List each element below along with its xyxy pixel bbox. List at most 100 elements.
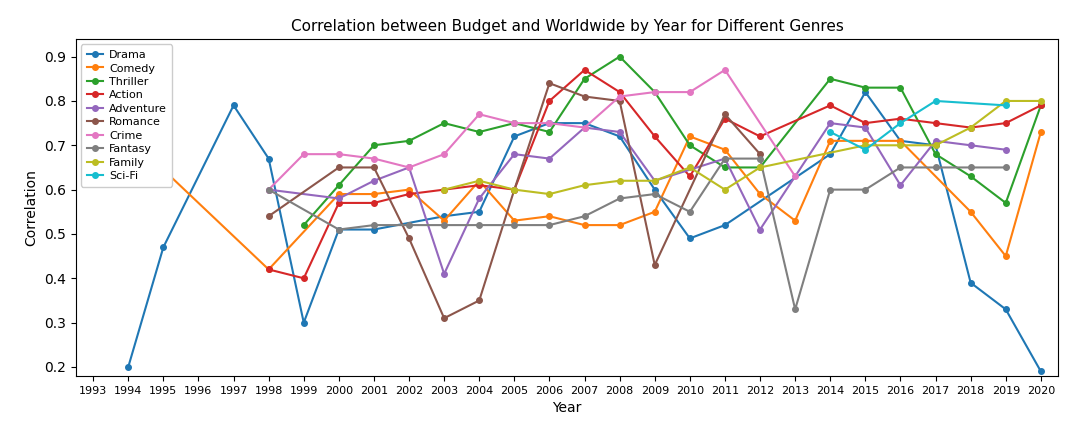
Comedy [262, 267, 275, 272]
X-axis label: Year: Year [552, 401, 582, 415]
Drama [473, 209, 486, 214]
Comedy [754, 191, 767, 197]
Romance [333, 165, 346, 170]
Family [437, 187, 450, 192]
Adventure [999, 147, 1012, 152]
Adventure [824, 121, 837, 126]
Comedy [122, 134, 135, 139]
Crime [684, 89, 697, 95]
Drama [297, 320, 310, 325]
Comedy [718, 147, 731, 152]
Family [684, 165, 697, 170]
Drama [613, 134, 626, 139]
Fantasy [718, 156, 731, 161]
Thriller [754, 165, 767, 170]
Sci-Fi [929, 98, 942, 104]
Action [648, 134, 661, 139]
Romance [473, 298, 486, 303]
Thriller [508, 121, 521, 126]
Fantasy [754, 156, 767, 161]
Comedy [788, 218, 801, 223]
Action [964, 125, 977, 130]
Romance [543, 81, 556, 86]
Fantasy [578, 214, 591, 219]
Drama [894, 138, 907, 143]
Comedy [894, 138, 907, 143]
Fantasy [367, 222, 380, 228]
Comedy [648, 209, 661, 214]
Sci-Fi [894, 121, 907, 126]
Drama [578, 121, 591, 126]
Drama [1035, 369, 1048, 374]
Comedy [964, 209, 977, 214]
Crime [473, 111, 486, 117]
Fantasy [437, 222, 450, 228]
Action [508, 187, 521, 192]
Action [1035, 103, 1048, 108]
Drama [964, 280, 977, 285]
Crime [578, 125, 591, 130]
Drama [508, 134, 521, 139]
Family [754, 165, 767, 170]
Family [578, 183, 591, 188]
Line: Thriller: Thriller [301, 54, 1043, 228]
Line: Romance: Romance [266, 80, 762, 321]
Romance [367, 165, 380, 170]
Adventure [894, 183, 907, 188]
Action [929, 121, 942, 126]
Thriller [894, 85, 907, 90]
Family [648, 178, 661, 183]
Drama [999, 307, 1012, 312]
Action [403, 191, 416, 197]
Fantasy [543, 222, 556, 228]
Adventure [437, 271, 450, 276]
Action [333, 200, 346, 206]
Comedy [367, 191, 380, 197]
Drama [262, 156, 275, 161]
Crime [297, 152, 310, 157]
Drama [648, 187, 661, 192]
Sci-Fi [999, 103, 1012, 108]
Fantasy [929, 165, 942, 170]
Line: Fantasy: Fantasy [266, 156, 1009, 312]
Family [473, 178, 486, 183]
Action [437, 187, 450, 192]
Comedy [684, 134, 697, 139]
Drama [543, 121, 556, 126]
Sci-Fi [859, 147, 872, 152]
Y-axis label: Correlation: Correlation [25, 169, 38, 246]
Line: Crime: Crime [266, 67, 798, 192]
Romance [718, 111, 731, 117]
Crime [613, 94, 626, 99]
Thriller [718, 165, 731, 170]
Family [508, 187, 521, 192]
Adventure [333, 196, 346, 201]
Action [754, 134, 767, 139]
Thriller [684, 143, 697, 148]
Adventure [754, 227, 767, 232]
Sci-Fi [824, 130, 837, 135]
Action [684, 174, 697, 179]
Thriller [367, 143, 380, 148]
Family [718, 187, 731, 192]
Thriller [578, 76, 591, 81]
Fantasy [964, 165, 977, 170]
Crime [437, 152, 450, 157]
Action [999, 121, 1012, 126]
Thriller [964, 174, 977, 179]
Line: Action: Action [266, 67, 1043, 281]
Romance [403, 236, 416, 241]
Fantasy [613, 196, 626, 201]
Comedy [859, 138, 872, 143]
Action [578, 67, 591, 73]
Line: Family: Family [442, 98, 1043, 197]
Action [894, 116, 907, 121]
Comedy [437, 218, 450, 223]
Thriller [648, 89, 661, 95]
Family [859, 143, 872, 148]
Fantasy [508, 222, 521, 228]
Thriller [473, 130, 486, 135]
Action [543, 98, 556, 104]
Drama [367, 227, 380, 232]
Family [999, 98, 1012, 104]
